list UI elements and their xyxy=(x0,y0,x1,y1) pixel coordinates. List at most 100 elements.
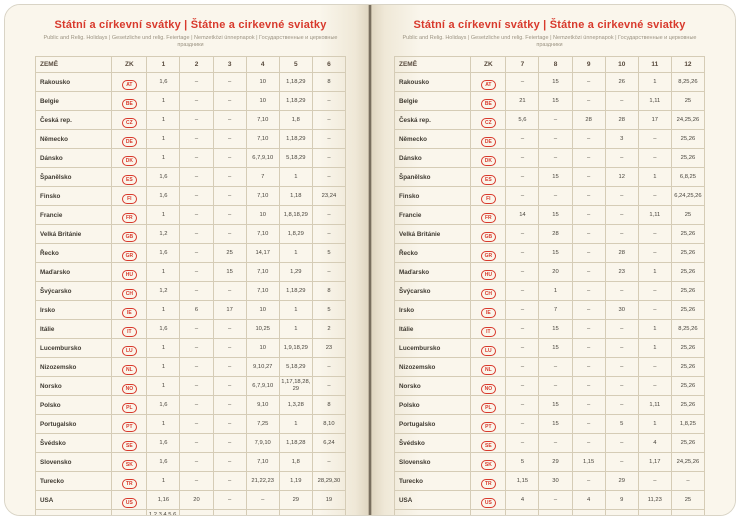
country-name: Dánsko xyxy=(393,148,472,168)
country-code-badge: FR xyxy=(480,213,496,223)
country-code-cell: IT xyxy=(470,319,507,339)
country-code-cell: NL xyxy=(470,357,507,377)
table-row: Polsko PL 1,6– –9,10 1,3,28 8 xyxy=(34,395,347,415)
holiday-days-cell: – xyxy=(571,471,606,491)
holiday-days-cell: 1,11 xyxy=(637,395,672,415)
holiday-days-cell: – xyxy=(311,376,347,396)
holiday-days-cell: 1,19 xyxy=(278,471,313,491)
country-code-cell: SK xyxy=(111,452,148,472)
table-row: Lucembursko LU 1– –10 1,9,18,29 23 xyxy=(34,338,347,358)
holiday-days-cell: – xyxy=(604,338,639,358)
holiday-days-cell: – xyxy=(604,395,639,415)
table-row: Finsko FI – – – – –6,24,25,26 xyxy=(393,186,706,206)
holiday-days-cell: 1 xyxy=(146,376,181,396)
holiday-days-cell: 1 xyxy=(146,300,181,320)
country-code-badge: CH xyxy=(121,289,137,299)
holiday-days-cell: 25,26 xyxy=(670,395,706,415)
holiday-days-cell: – xyxy=(538,509,573,515)
table-row: Francie FR 1– –10 1,8,18,29– xyxy=(34,205,347,225)
holiday-days-cell: 15 xyxy=(538,91,573,111)
page-subtitle: Public and Relig. Holidays | Gesetzliche… xyxy=(43,35,338,48)
country-code-badge: IT xyxy=(121,327,137,337)
holiday-days-cell: – xyxy=(212,91,247,111)
holiday-days-cell: 1 xyxy=(637,72,672,92)
holiday-days-cell: 14,17 xyxy=(245,243,280,263)
country-code-cell: NO xyxy=(470,376,507,396)
country-code-badge: DE xyxy=(480,137,496,147)
country-name: Lucembursko xyxy=(393,338,472,358)
holiday-days-cell: 7,10 xyxy=(245,186,280,206)
country-code-cell: PT xyxy=(111,414,148,434)
holiday-days-cell: 1,2,3,4,5,6,7,8 xyxy=(146,509,181,515)
holiday-days-cell: – xyxy=(505,357,540,377)
country-code-cell: DE xyxy=(111,129,148,149)
holiday-days-cell: – xyxy=(505,281,540,301)
holiday-days-cell: – xyxy=(571,224,606,244)
holiday-days-cell: – xyxy=(179,110,214,130)
country-code-cell: NL xyxy=(111,357,148,377)
table-row: Česká rep. CZ 5,6–28 28 17 24,25,26 xyxy=(393,110,706,130)
country-code-cell: PL xyxy=(111,395,148,415)
country-code-badge: CZ xyxy=(121,118,137,128)
holiday-days-cell: 25,26 xyxy=(670,338,706,358)
country-code-badge: PL xyxy=(480,403,496,413)
holiday-days-cell: – xyxy=(179,243,214,263)
table-row: Dánsko DK – – – – –25,26 xyxy=(393,148,706,168)
holiday-days-cell: – xyxy=(538,433,573,453)
holiday-days-cell: – xyxy=(212,357,247,377)
holiday-days-cell: – xyxy=(311,452,347,472)
holiday-days-cell: 15 xyxy=(538,319,573,339)
country-code-badge: PT xyxy=(121,422,137,432)
column-header: ZEMĚ xyxy=(34,56,113,73)
holiday-days-cell: – xyxy=(571,509,606,515)
country-code-badge: LU xyxy=(480,346,496,356)
holiday-days-cell: 1 xyxy=(146,129,181,149)
country-code-badge: GR xyxy=(121,251,138,261)
holiday-days-cell: 4 xyxy=(505,490,540,510)
holiday-days-cell: – xyxy=(637,243,672,263)
holiday-days-cell: 1 xyxy=(637,167,672,187)
country-code-badge: BE xyxy=(480,99,496,109)
holiday-days-cell: – xyxy=(311,205,347,225)
holiday-days-cell: – xyxy=(311,357,347,377)
holiday-days-cell: 10 xyxy=(245,72,280,92)
holiday-days-cell: 25 xyxy=(212,243,247,263)
holiday-days-cell: – xyxy=(179,357,214,377)
country-code-badge: SK xyxy=(480,460,496,470)
holiday-days-cell: – xyxy=(571,395,606,415)
holiday-days-cell: 8,25,26 xyxy=(670,319,706,339)
country-code-badge: NO xyxy=(121,384,138,394)
table-row: Slovensko SK 5 29 1,15–1,17 24,25,26 xyxy=(393,452,706,472)
holiday-days-cell: 7 xyxy=(538,300,573,320)
holiday-days-cell: 15 xyxy=(538,414,573,434)
holiday-days-cell: – xyxy=(311,91,347,111)
holiday-days-cell: – xyxy=(637,281,672,301)
table-row: Turecko TR 1,15 30–29– – xyxy=(393,471,706,491)
holiday-days-cell: 20 xyxy=(538,262,573,282)
holiday-days-cell: – xyxy=(212,471,247,491)
holiday-days-cell: 1,16 xyxy=(146,490,181,510)
country-code-cell: GR xyxy=(470,243,507,263)
column-header: 2 xyxy=(179,56,214,73)
country-name: Česká rep. xyxy=(393,110,472,130)
country-name: USA xyxy=(34,490,113,510)
holiday-days-cell: 12 xyxy=(311,509,347,515)
holiday-days-cell: 1,6 xyxy=(146,319,181,339)
holiday-days-cell: – xyxy=(538,186,573,206)
country-name: Irsko xyxy=(393,300,472,320)
country-code-badge: DK xyxy=(121,156,137,166)
holiday-days-cell: 15 xyxy=(538,167,573,187)
holiday-days-cell: – xyxy=(538,357,573,377)
holiday-days-cell: 25 xyxy=(670,205,706,225)
country-code-cell: LU xyxy=(111,338,148,358)
country-name: Itálie xyxy=(393,319,472,339)
holiday-days-cell: 1 xyxy=(637,319,672,339)
holiday-days-cell: 7,10 xyxy=(245,281,280,301)
holiday-days-cell: 21,22,23 xyxy=(245,471,280,491)
holiday-days-cell: – xyxy=(212,338,247,358)
holiday-days-cell: 1,9,18,29 xyxy=(278,338,313,358)
holiday-days-cell: – xyxy=(179,91,214,111)
holiday-days-cell: 7,25 xyxy=(245,414,280,434)
holiday-days-cell: – xyxy=(212,319,247,339)
holiday-days-cell: 6,7,9,10 xyxy=(245,148,280,168)
